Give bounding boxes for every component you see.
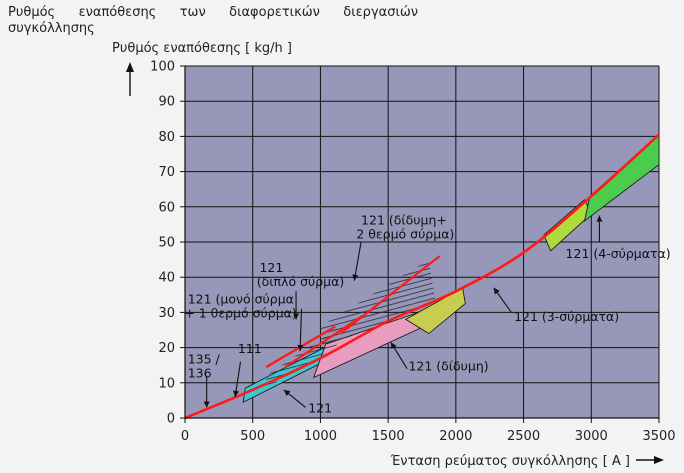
y-tick-label: 90 [158, 95, 175, 110]
y-tick-label: 80 [158, 130, 175, 145]
annotation-label: 121 (δίδυμη) [408, 358, 488, 373]
annotation-label: + 1 θερμό σύρμα) [184, 306, 296, 321]
y-tick-label: 0 [167, 412, 175, 427]
y-tick-label: 70 [158, 165, 175, 180]
axes [126, 62, 664, 464]
line-twin-hot-wire [340, 255, 441, 335]
leader-arrowhead [293, 313, 300, 320]
line-twin-wire [284, 314, 364, 368]
leader-line [353, 241, 362, 281]
annotation-label: 121 [259, 260, 283, 275]
annotation-label: 121 (3-σύρματα) [514, 309, 619, 324]
leader-arrowhead [493, 287, 500, 295]
x-axis-arrowhead [654, 456, 664, 464]
leader-arrowhead [352, 274, 359, 281]
annotation-label: 111 [238, 341, 262, 356]
annotation-label: 136 [188, 366, 212, 381]
x-tick-label: 1500 [372, 429, 405, 444]
x-tick-label: 500 [240, 429, 265, 444]
x-axis-label: Ένταση ρεύματος συγκόλλησης [ A ] [390, 454, 630, 469]
x-tick-label: 3500 [642, 429, 675, 444]
chart-title: Ρυθμός εναπόθεσης των διαφορετικών διεργ… [8, 5, 418, 36]
leader-arrowhead [283, 389, 291, 396]
y-tick-label: 60 [158, 200, 175, 215]
leader-arrowhead [233, 390, 239, 397]
x-tick-label: 3000 [575, 429, 608, 444]
annotation-leaders [203, 215, 603, 408]
hatch-hot-wire [266, 328, 337, 389]
y-tick-label: 30 [158, 306, 175, 321]
envelope-curve [184, 133, 660, 420]
leader-arrowhead [203, 401, 210, 408]
leader-arrowhead [390, 342, 397, 350]
y-tick-label: 10 [158, 376, 175, 391]
annotation-label: 121 (μονό σύρμα [188, 292, 294, 307]
y-axis-label: Ρυθμός εναπόθεσης [ kg/h ] [112, 41, 292, 56]
y-tick-label: 40 [158, 271, 175, 286]
band-three-wire-green [543, 199, 592, 252]
grid [184, 65, 660, 419]
y-tick-label: 50 [158, 236, 175, 251]
y-axis-arrowhead [126, 62, 134, 72]
x-tick-label: 0 [181, 429, 189, 444]
annotation-label: 135 / [188, 351, 221, 366]
annotation-label: 121 (δίδυμη+ [361, 212, 447, 227]
annotation-label: (διπλό σύρμα) [257, 274, 344, 289]
leader-line [299, 308, 303, 352]
x-tick-label: 2500 [507, 429, 540, 444]
y-tick-label: 20 [158, 341, 175, 356]
x-tick-label: 1000 [304, 429, 337, 444]
leader-arrowhead [297, 345, 304, 352]
annotation-label: 2 θερμό σύρμα) [356, 226, 454, 241]
annotation-label: 121 [308, 401, 332, 416]
x-tick-label: 2000 [439, 429, 472, 444]
y-tick-label: 100 [150, 60, 175, 75]
annotation-label: 121 (4-σύρματα) [566, 246, 671, 261]
annotations: 121 (δίδυμη+2 θερμό σύρμα)121(διπλό σύρμ… [184, 212, 670, 415]
leader-arrowhead [596, 215, 603, 222]
